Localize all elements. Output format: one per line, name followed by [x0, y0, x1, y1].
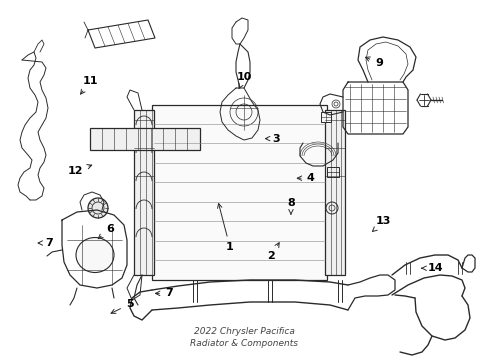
Text: 8: 8 — [286, 198, 294, 214]
Text: 13: 13 — [372, 216, 391, 231]
Text: 12: 12 — [68, 165, 92, 176]
Text: 9: 9 — [365, 57, 382, 68]
Text: 5: 5 — [111, 299, 133, 313]
Text: 7: 7 — [155, 288, 172, 298]
Text: 11: 11 — [81, 76, 98, 94]
Circle shape — [88, 198, 108, 218]
Text: 2022 Chrysler Pacifica
Radiator & Components: 2022 Chrysler Pacifica Radiator & Compon… — [190, 327, 298, 348]
Bar — [134, 110, 154, 275]
Text: 1: 1 — [217, 203, 233, 252]
Text: 3: 3 — [265, 134, 280, 144]
Bar — [325, 110, 345, 275]
Text: 2: 2 — [267, 243, 279, 261]
Text: 10: 10 — [236, 72, 252, 88]
Bar — [320, 112, 330, 122]
Bar — [326, 167, 338, 177]
Text: 6: 6 — [98, 224, 114, 239]
Bar — [90, 128, 200, 150]
Text: 14: 14 — [421, 263, 442, 273]
Circle shape — [325, 202, 337, 214]
Text: 4: 4 — [297, 173, 314, 183]
Bar — [152, 105, 326, 280]
Ellipse shape — [76, 238, 114, 273]
Text: 7: 7 — [38, 238, 53, 248]
